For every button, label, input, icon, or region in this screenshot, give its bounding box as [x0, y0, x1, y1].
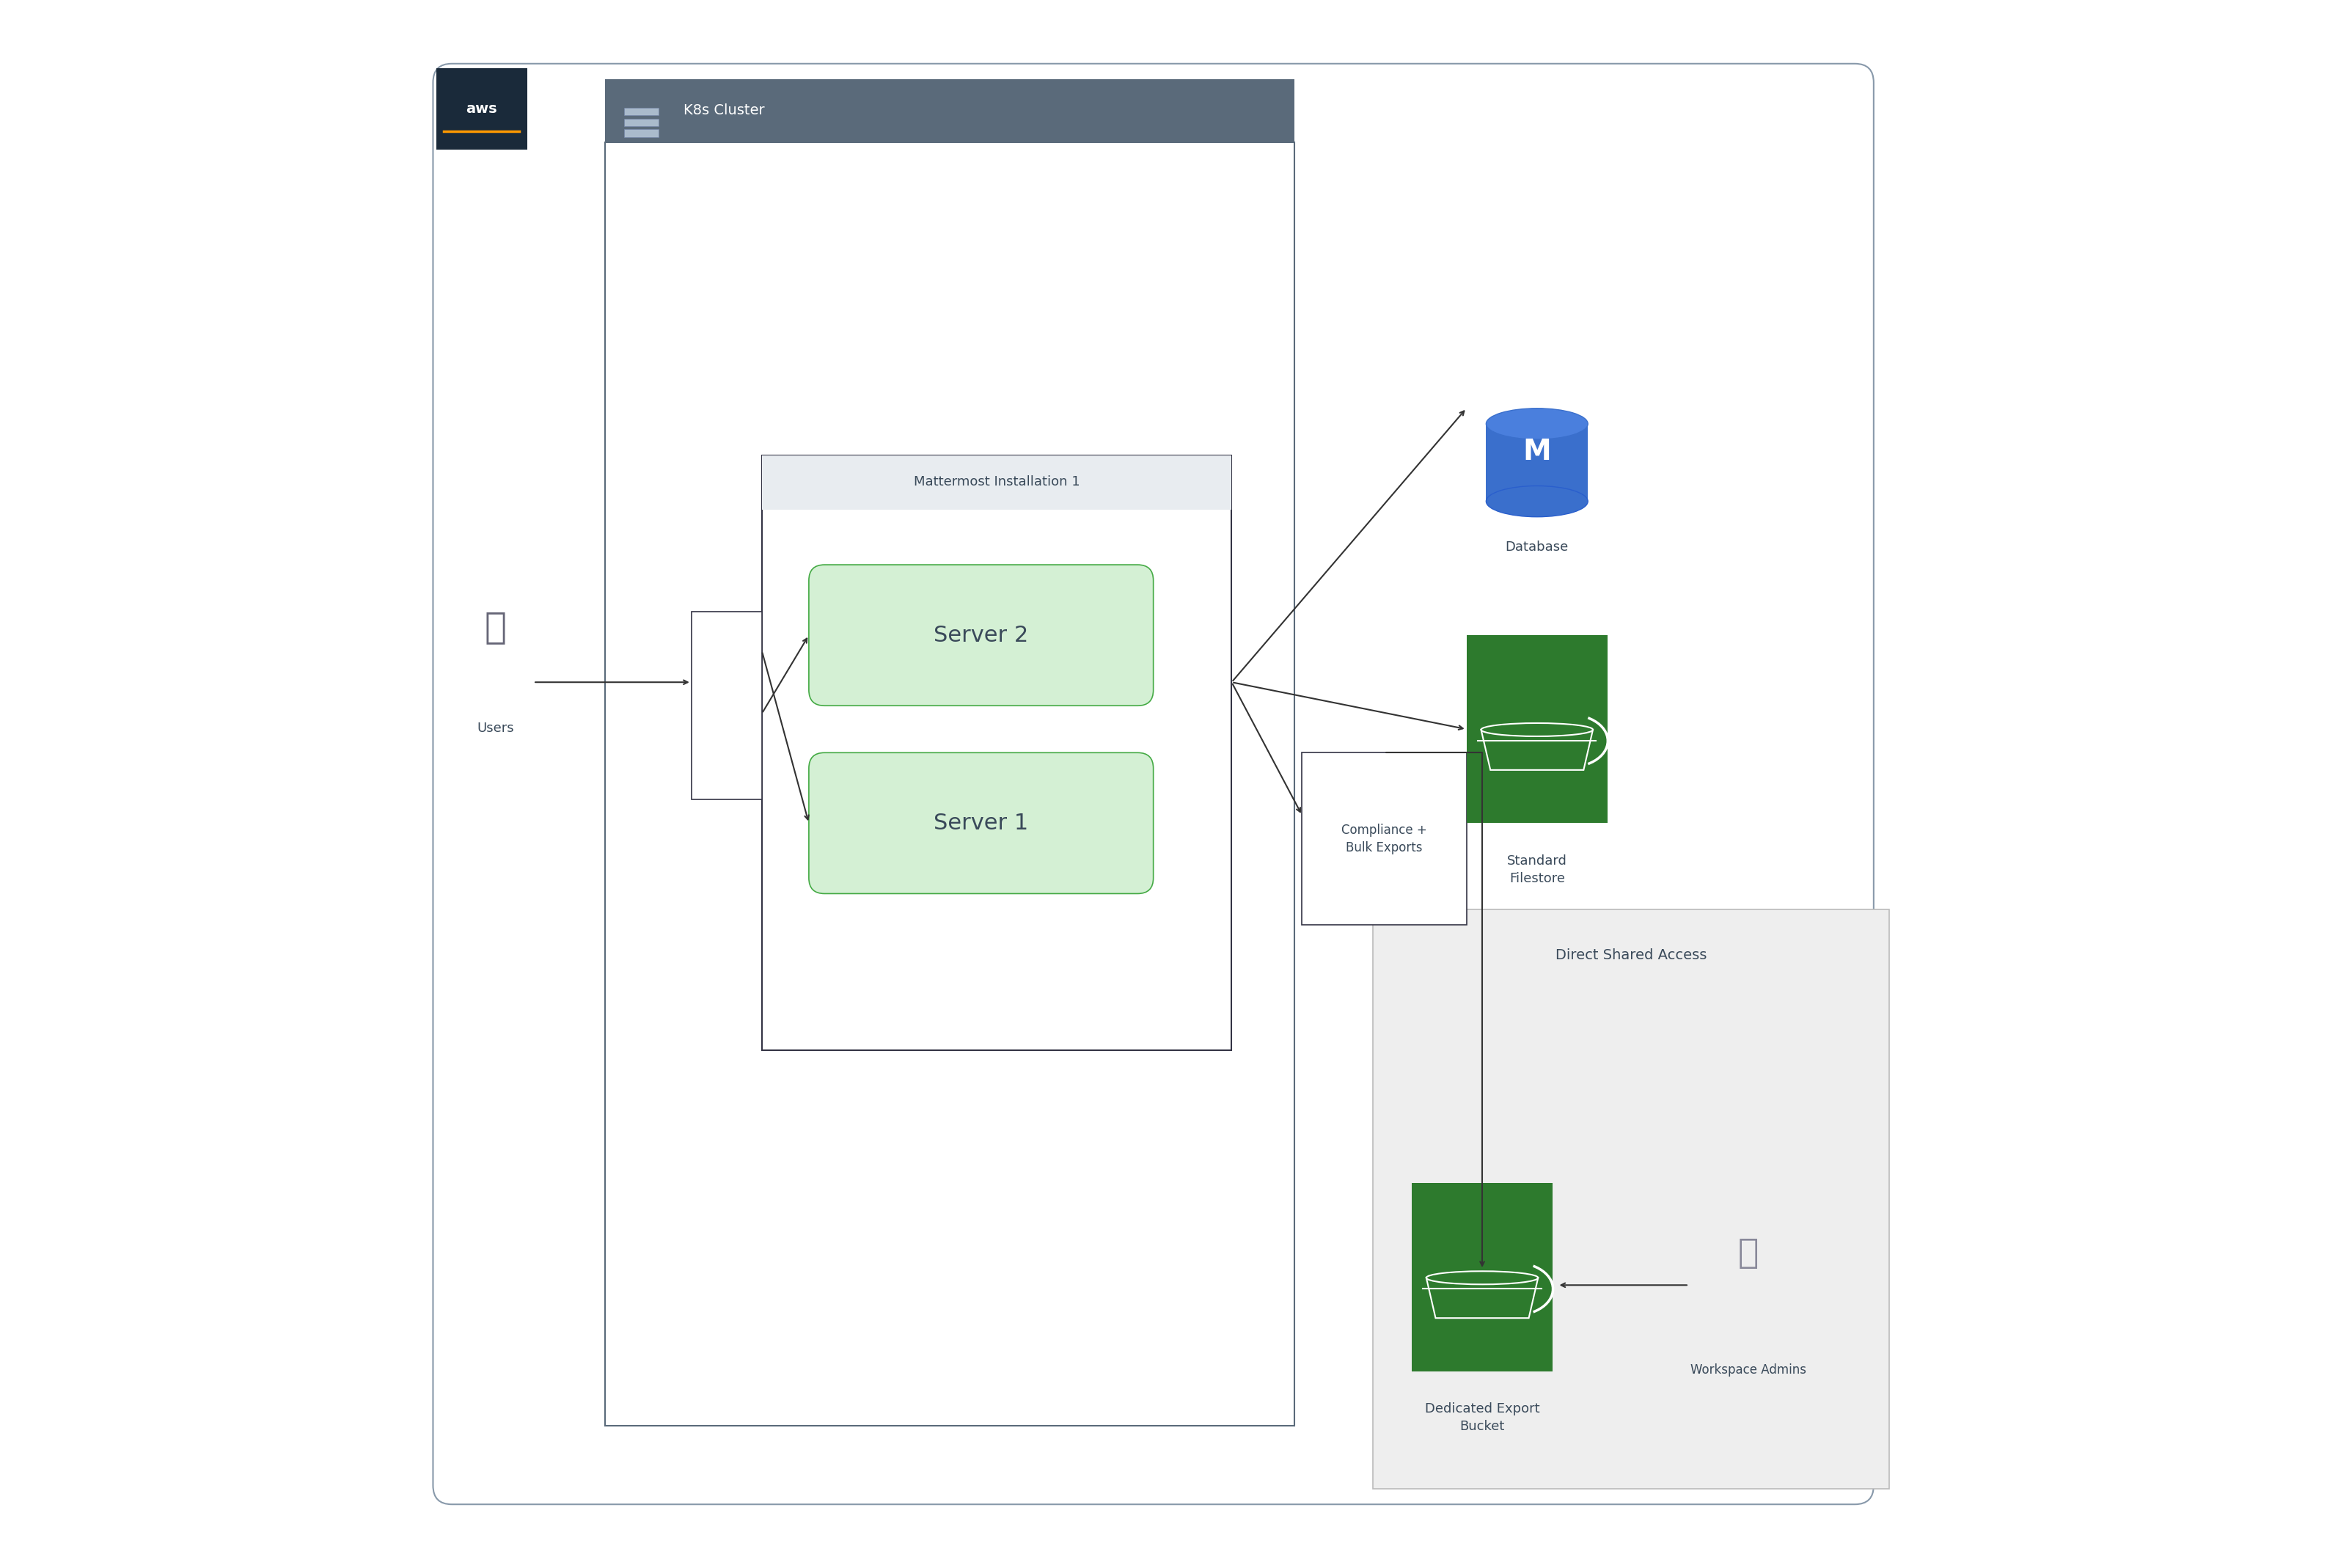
Text: K8s Cluster: K8s Cluster [683, 103, 765, 118]
Bar [1372, 909, 1889, 1488]
Bar [606, 143, 1295, 1425]
Text: 👥: 👥 [1737, 1237, 1758, 1270]
FancyBboxPatch shape [809, 753, 1153, 894]
Text: Server 2: Server 2 [933, 624, 1029, 646]
Text: Workspace Admins: Workspace Admins [1690, 1364, 1807, 1377]
Ellipse shape [1426, 1272, 1538, 1284]
Bar [624, 119, 659, 127]
Text: Dedicated Export
Bucket: Dedicated Export Bucket [1424, 1402, 1541, 1433]
Text: Direct Shared Access: Direct Shared Access [1555, 949, 1707, 963]
FancyBboxPatch shape [809, 564, 1153, 706]
Text: Compliance +
Bulk Exports: Compliance + Bulk Exports [1342, 823, 1426, 855]
Bar [762, 455, 1232, 1051]
Bar [624, 108, 659, 116]
Bar [606, 80, 1295, 143]
Bar [437, 69, 526, 151]
Text: aws: aws [465, 102, 498, 116]
Bar [1466, 635, 1609, 823]
Text: 👥: 👥 [484, 610, 507, 644]
Text: Users: Users [477, 721, 514, 734]
Bar [692, 612, 762, 800]
Text: Standard
Filestore: Standard Filestore [1508, 855, 1566, 884]
Ellipse shape [1487, 408, 1588, 439]
Bar [624, 130, 659, 138]
Ellipse shape [1480, 723, 1592, 737]
FancyBboxPatch shape [433, 64, 1873, 1504]
Text: M: M [1522, 437, 1550, 466]
Text: Database: Database [1506, 541, 1569, 554]
Bar [1302, 753, 1466, 925]
Polygon shape [1426, 1278, 1538, 1319]
Ellipse shape [1487, 486, 1588, 517]
Bar [1412, 1184, 1552, 1372]
Text: Mattermost Installation 1: Mattermost Installation 1 [914, 475, 1080, 488]
Bar [762, 455, 1232, 510]
Text: Server 1: Server 1 [933, 812, 1029, 834]
Polygon shape [1480, 729, 1592, 770]
Bar [1487, 423, 1588, 502]
